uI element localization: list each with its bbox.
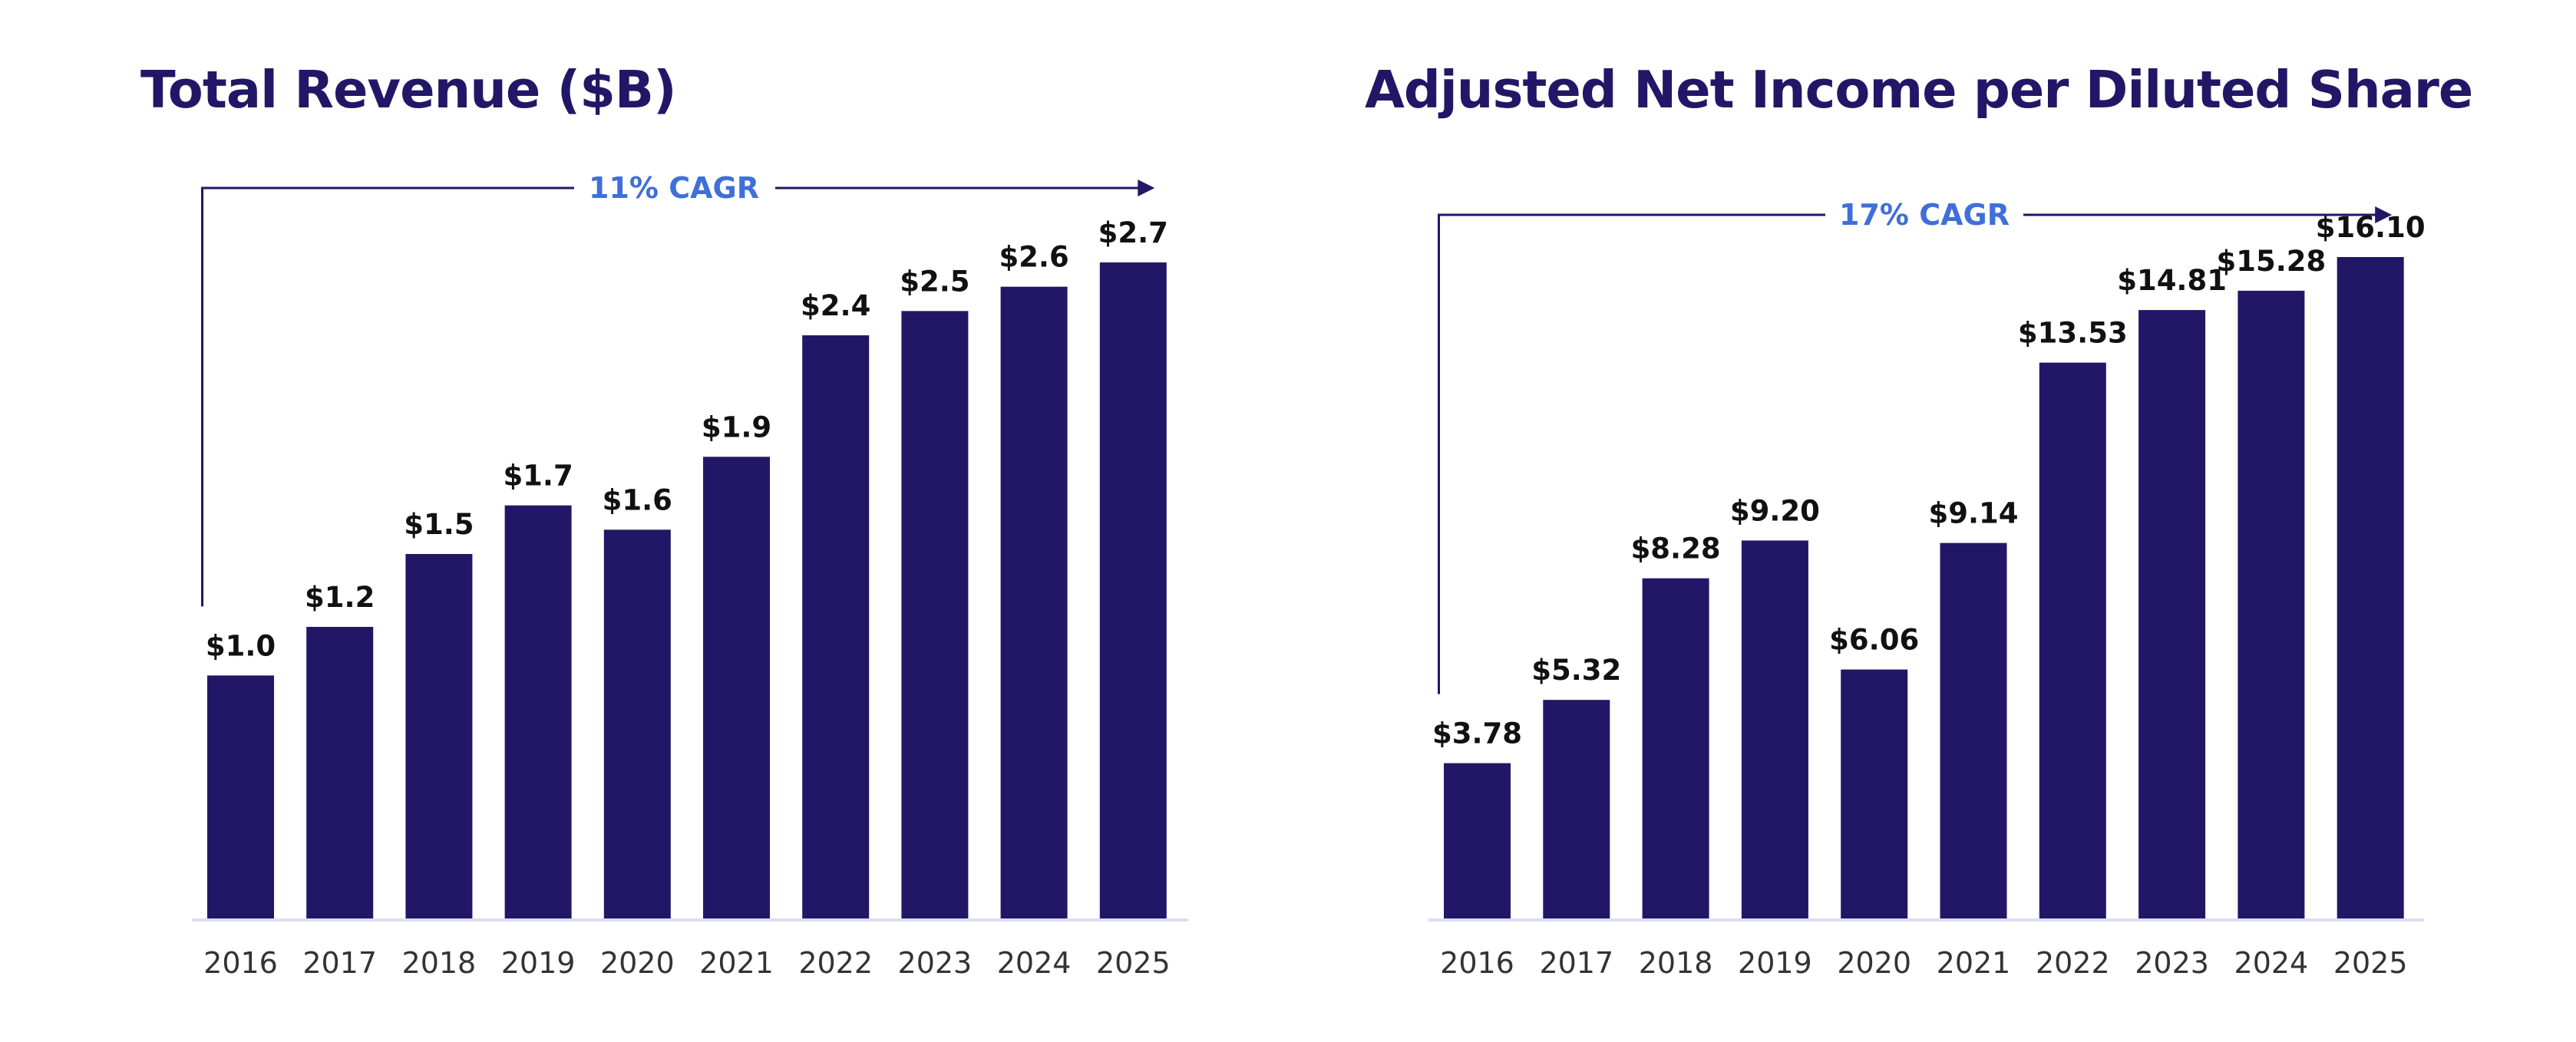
eps-value-label-2024: $15.28 — [2217, 245, 2327, 278]
revenue-tick-label-2022: 2022 — [798, 946, 873, 980]
eps-value-label-2022: $13.53 — [2018, 317, 2128, 350]
eps-bar-2023 — [2138, 310, 2206, 918]
revenue-bar-2016 — [207, 675, 274, 918]
eps-value-label-2018: $8.28 — [1631, 533, 1721, 566]
eps-value-label-2019: $9.20 — [1730, 494, 1820, 527]
eps-value-label-2016: $3.78 — [1432, 717, 1522, 750]
revenue-value-label-2025: $2.7 — [1098, 216, 1168, 249]
revenue-cagr-bracket-left — [201, 186, 574, 607]
eps-cagr-label: 17% CAGR — [1839, 198, 2010, 232]
revenue-cagr-arrow-icon — [1138, 180, 1155, 196]
eps-tick-label-2017: 2017 — [1539, 946, 1613, 980]
eps-chart-panel: Adjusted Net Income per Diluted Share $3… — [1288, 0, 2576, 1042]
revenue-bar-2018 — [405, 554, 473, 918]
revenue-bar-2019 — [504, 505, 572, 918]
eps-bar-chart: $3.78 2016 $5.32 2017 $8.28 2018 $9.20 2019 $6.0… — [1428, 198, 2426, 980]
eps-bar-2024 — [2237, 290, 2305, 919]
revenue-tick-label-2016: 2016 — [203, 946, 278, 980]
revenue-chart-panel: Total Revenue ($B) $1.0 2016 $1.2 2017 $1.5 2… — [140, 60, 1188, 980]
eps-bar-2016 — [1444, 763, 1511, 918]
revenue-value-label-2018: $1.5 — [404, 508, 474, 541]
eps-bar-2022 — [2039, 362, 2106, 918]
revenue-value-label-2019: $1.7 — [503, 460, 573, 493]
eps-tick-label-2020: 2020 — [1837, 946, 1911, 980]
eps-value-label-2023: $14.81 — [2117, 264, 2227, 297]
eps-tick-label-2024: 2024 — [2234, 946, 2309, 980]
eps-tick-label-2018: 2018 — [1639, 946, 1713, 980]
revenue-tick-label-2021: 2021 — [699, 946, 774, 980]
eps-bar-2020 — [1841, 669, 1908, 918]
eps-tick-label-2025: 2025 — [2333, 946, 2408, 980]
revenue-bar-2024 — [1000, 286, 1068, 919]
eps-cagr-arrow-icon — [2375, 206, 2393, 223]
revenue-bar-2021 — [703, 457, 770, 918]
revenue-bar-2025 — [1099, 262, 1167, 918]
eps-value-label-2021: $9.14 — [1928, 497, 2018, 530]
revenue-tick-label-2017: 2017 — [302, 946, 377, 980]
eps-chart-title: Adjusted Net Income per Diluted Share — [1365, 60, 2473, 120]
revenue-bar-2023 — [901, 311, 969, 918]
revenue-tick-label-2025: 2025 — [1096, 946, 1171, 980]
eps-bar-2017 — [1543, 700, 1610, 918]
revenue-tick-label-2018: 2018 — [402, 946, 477, 980]
revenue-bar-chart: $1.0 2016 $1.2 2017 $1.5 2018 $1.7 2019 $1.6 2020… — [192, 171, 1188, 980]
revenue-value-label-2021: $1.9 — [702, 411, 771, 444]
revenue-value-label-2022: $2.4 — [801, 289, 870, 322]
eps-bar-2025 — [2337, 257, 2404, 918]
eps-tick-label-2021: 2021 — [1937, 946, 2011, 980]
revenue-bar-2022 — [802, 335, 870, 918]
eps-tick-label-2023: 2023 — [2135, 946, 2209, 980]
revenue-value-label-2020: $1.6 — [603, 483, 672, 516]
eps-tick-label-2016: 2016 — [1440, 946, 1514, 980]
revenue-tick-label-2019: 2019 — [501, 946, 576, 980]
revenue-bar-2020 — [603, 529, 671, 918]
revenue-value-label-2017: $1.2 — [305, 581, 375, 614]
eps-value-label-2025: $16.10 — [2316, 211, 2426, 244]
revenue-value-label-2024: $2.6 — [999, 241, 1068, 274]
revenue-bar-2017 — [306, 627, 374, 918]
eps-value-label-2020: $6.06 — [1829, 624, 1919, 657]
revenue-value-label-2023: $2.5 — [900, 265, 969, 298]
eps-tick-label-2022: 2022 — [2036, 946, 2110, 980]
eps-value-label-2017: $5.32 — [1531, 654, 1621, 687]
revenue-value-label-2016: $1.0 — [206, 629, 276, 662]
eps-cagr-bracket-left — [1438, 213, 1825, 694]
eps-bar-2021 — [1940, 542, 2007, 918]
revenue-tick-label-2020: 2020 — [600, 946, 675, 980]
eps-bar-2018 — [1642, 578, 1709, 918]
eps-bar-2019 — [1741, 540, 1808, 918]
revenue-tick-label-2024: 2024 — [997, 946, 1072, 980]
eps-tick-label-2019: 2019 — [1738, 946, 1812, 980]
revenue-tick-label-2023: 2023 — [898, 946, 973, 980]
revenue-chart-title: Total Revenue ($B) — [140, 60, 677, 120]
revenue-cagr-label: 11% CAGR — [589, 171, 759, 205]
